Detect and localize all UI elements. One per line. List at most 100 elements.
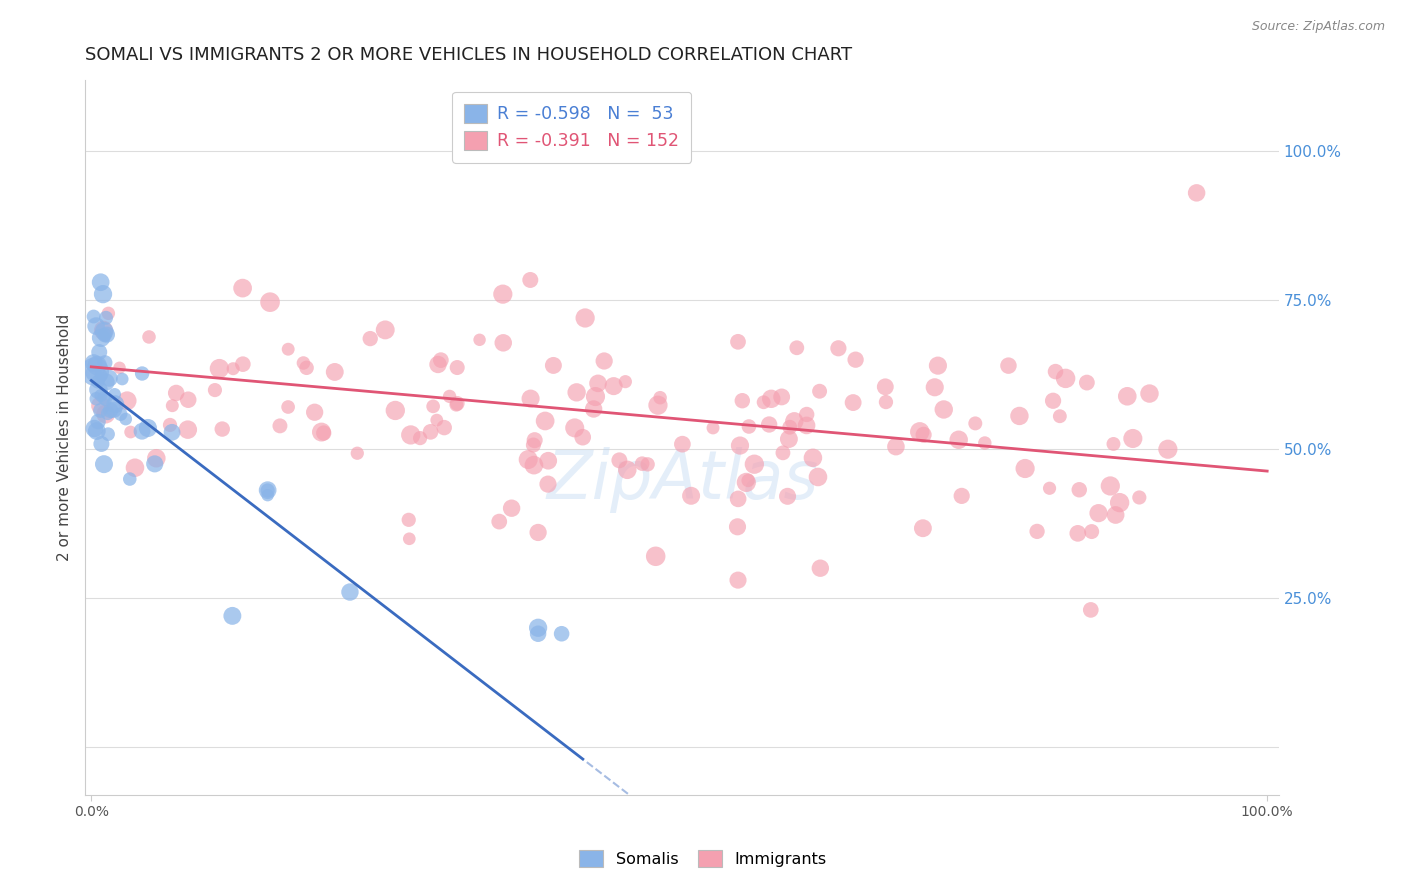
Point xyxy=(346,446,368,460)
Point xyxy=(807,470,830,484)
Point xyxy=(89,345,111,359)
Point xyxy=(256,488,278,502)
Point xyxy=(602,379,624,393)
Point xyxy=(534,414,557,428)
Point xyxy=(433,420,456,434)
Point xyxy=(177,423,200,437)
Point xyxy=(86,392,108,406)
Point xyxy=(398,513,420,527)
Point xyxy=(1014,461,1036,475)
Point xyxy=(758,417,780,432)
Point xyxy=(86,359,108,373)
Point xyxy=(614,375,637,389)
Point xyxy=(488,515,510,529)
Point xyxy=(83,365,105,379)
Point xyxy=(1087,506,1109,520)
Point xyxy=(537,477,560,491)
Point xyxy=(609,453,631,467)
Point xyxy=(1054,371,1077,385)
Point xyxy=(616,463,638,477)
Point xyxy=(115,393,138,408)
Point xyxy=(97,407,120,421)
Point xyxy=(91,287,114,301)
Point xyxy=(136,421,159,435)
Point xyxy=(1116,389,1139,403)
Point xyxy=(211,422,233,436)
Point xyxy=(90,388,112,402)
Point xyxy=(114,412,136,426)
Point xyxy=(912,427,935,442)
Point xyxy=(1038,481,1060,495)
Point xyxy=(100,403,122,417)
Point xyxy=(120,425,142,439)
Point xyxy=(593,354,616,368)
Point xyxy=(204,383,226,397)
Point xyxy=(374,323,396,337)
Point xyxy=(97,306,120,320)
Point xyxy=(779,420,801,434)
Point xyxy=(143,457,166,471)
Point xyxy=(950,489,973,503)
Point xyxy=(162,399,184,413)
Point xyxy=(1099,479,1122,493)
Point xyxy=(650,391,672,405)
Point xyxy=(1122,432,1144,446)
Point xyxy=(671,437,693,451)
Point xyxy=(565,385,588,400)
Point xyxy=(796,418,818,433)
Point xyxy=(446,398,468,412)
Point xyxy=(527,626,550,640)
Point xyxy=(446,396,468,410)
Point xyxy=(277,400,299,414)
Point xyxy=(94,356,117,370)
Point xyxy=(519,392,541,406)
Point xyxy=(1026,524,1049,539)
Point xyxy=(104,397,127,411)
Point xyxy=(875,380,897,394)
Point xyxy=(90,331,112,345)
Point xyxy=(118,472,141,486)
Point xyxy=(111,372,134,386)
Point xyxy=(90,437,112,451)
Point xyxy=(727,334,749,349)
Point xyxy=(564,421,586,435)
Point xyxy=(468,333,491,347)
Point xyxy=(93,391,115,405)
Point xyxy=(586,376,609,391)
Point xyxy=(87,375,110,389)
Point xyxy=(827,341,849,355)
Point xyxy=(94,375,117,389)
Point xyxy=(399,428,422,442)
Point xyxy=(160,425,183,440)
Legend: R = -0.598   N =  53, R = -0.391   N = 152: R = -0.598 N = 53, R = -0.391 N = 152 xyxy=(453,92,692,162)
Text: Source: ZipAtlas.com: Source: ZipAtlas.com xyxy=(1251,20,1385,33)
Point xyxy=(83,356,105,370)
Point xyxy=(796,408,818,422)
Point xyxy=(519,273,541,287)
Point xyxy=(808,561,831,575)
Point xyxy=(1045,365,1067,379)
Point xyxy=(1008,409,1031,423)
Y-axis label: 2 or more Vehicles in Household: 2 or more Vehicles in Household xyxy=(58,313,72,561)
Point xyxy=(323,365,346,379)
Point xyxy=(737,474,759,488)
Point xyxy=(517,452,540,467)
Point xyxy=(997,359,1019,373)
Point xyxy=(90,275,112,289)
Point xyxy=(94,392,117,407)
Point xyxy=(93,457,115,471)
Point xyxy=(527,621,550,635)
Point xyxy=(419,425,441,439)
Point xyxy=(1049,409,1071,424)
Point xyxy=(232,357,254,371)
Point xyxy=(571,430,593,444)
Point xyxy=(89,403,111,417)
Point xyxy=(208,361,231,376)
Point xyxy=(1128,491,1150,505)
Point xyxy=(256,483,278,498)
Point xyxy=(875,395,897,409)
Point xyxy=(97,427,120,442)
Point xyxy=(631,457,654,471)
Point xyxy=(1076,376,1098,390)
Point xyxy=(177,392,200,407)
